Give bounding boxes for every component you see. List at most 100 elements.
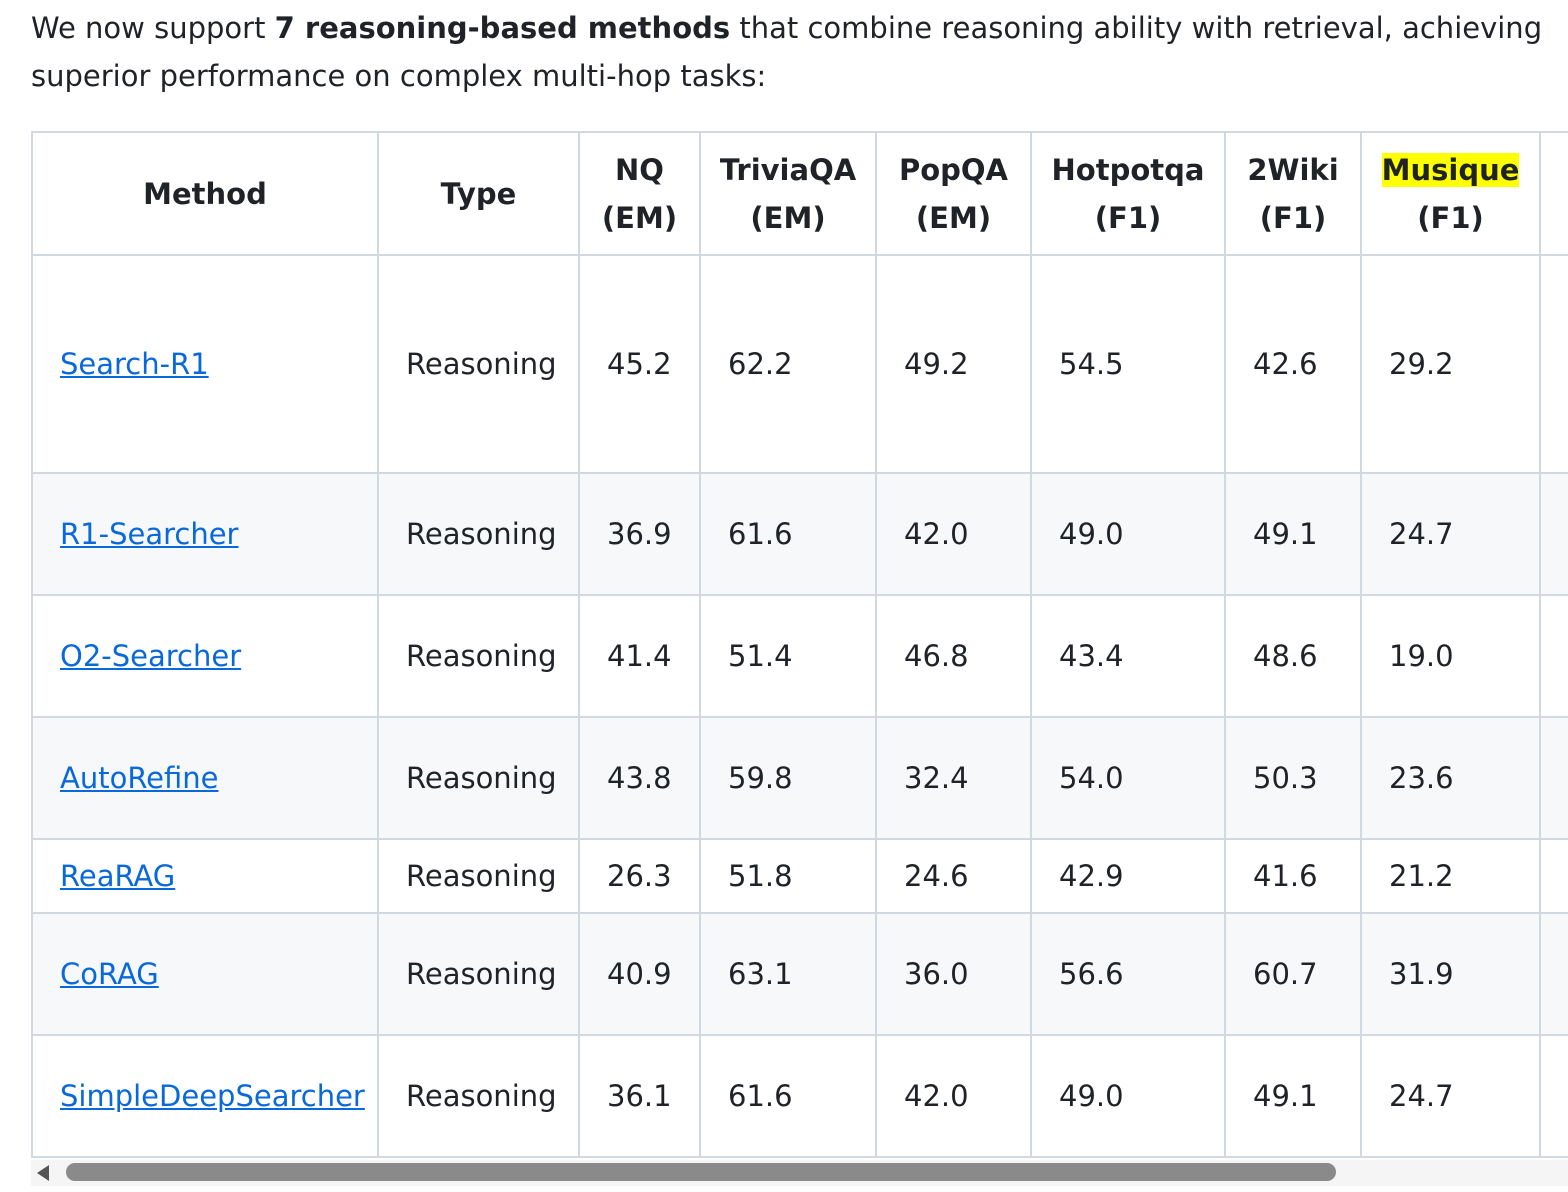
header-text: Hotpotqa	[1051, 152, 1205, 187]
cell-text: 26.3	[607, 859, 672, 893]
highlighted-header: Musique	[1381, 152, 1520, 187]
cell-text: 19.0	[1389, 639, 1454, 673]
cell-text: 42.0	[904, 1079, 969, 1113]
cell-text: 41.4	[607, 639, 672, 673]
cell-text: 60.7	[1253, 957, 1318, 991]
table-row: ReaRAG Reasoning 26.3 51.8 24.6 42.9 41.6 21.2	[31, 838, 1568, 914]
table-cell: 36.0	[875, 912, 1032, 1036]
header-cell: NQ (EM)	[578, 131, 701, 256]
table-cell: Reasoning	[377, 254, 580, 474]
cell-text: 36.9	[607, 517, 672, 551]
cell-text: 54.5	[1059, 347, 1124, 381]
cell-text: 43.4	[1059, 639, 1124, 673]
header-text: 2Wiki	[1247, 152, 1339, 187]
table-scroll: Method Type NQ (EM) TriviaQA (EM) PopQA (EM) Hot…	[31, 131, 1568, 1161]
cell-text: 61.6	[728, 517, 793, 551]
header-text: (EM)	[915, 200, 992, 235]
cell-text: 24.7	[1389, 1079, 1454, 1113]
cell-text: 31.9	[1389, 957, 1454, 991]
table-cell	[1539, 472, 1568, 596]
cell-text: 24.6	[904, 859, 969, 893]
table-cell	[1539, 716, 1568, 840]
cell-text: 51.8	[728, 859, 793, 893]
cell-text: 48.6	[1253, 639, 1318, 673]
header-cell: Hotpotqa (F1)	[1030, 131, 1226, 256]
scrollbar[interactable]	[31, 1160, 1568, 1186]
intro-bold: 7 reasoning-based methods	[274, 11, 731, 45]
table-cell: 62.2	[699, 254, 877, 474]
method-link[interactable]: R1-Searcher	[60, 517, 239, 551]
cell-text: 32.4	[904, 761, 969, 795]
cell-text: 42.9	[1059, 859, 1124, 893]
cell-text: 36.1	[607, 1079, 672, 1113]
cell-text: 23.6	[1389, 761, 1454, 795]
table-cell	[1539, 594, 1568, 718]
cell-text: 46.8	[904, 639, 969, 673]
table-cell: 42.6	[1224, 254, 1362, 474]
cell-text: 49.0	[1059, 1079, 1124, 1113]
cell-text: Reasoning	[406, 517, 557, 551]
header-cell: Type	[377, 131, 580, 256]
intro-text: We now support	[31, 11, 275, 45]
header-text: Method	[143, 176, 267, 211]
cell-text: 43.8	[607, 761, 672, 795]
method-link[interactable]: SimpleDeepSearcher	[60, 1079, 365, 1113]
header-cell	[1539, 131, 1568, 256]
method-link[interactable]: AutoRefine	[60, 761, 219, 795]
table-cell: Reasoning	[377, 594, 580, 718]
table-cell: Reasoning	[377, 838, 580, 914]
cell-text: 40.9	[607, 957, 672, 991]
header-text: (F1)	[1094, 200, 1162, 235]
table-cell: 41.6	[1224, 838, 1362, 914]
cell-text: 50.3	[1253, 761, 1318, 795]
method-link[interactable]: Search-R1	[60, 347, 209, 381]
cell-text: 49.0	[1059, 517, 1124, 551]
table-cell: 32.4	[875, 716, 1032, 840]
table-cell	[1539, 838, 1568, 914]
table-cell: 54.5	[1030, 254, 1226, 474]
table-row: SimpleDeepSearcher Reasoning 36.1 61.6 42.0 4…	[31, 1034, 1568, 1158]
table-row: R1-Searcher Reasoning 36.9 61.6 42.0 49.0 49.1…	[31, 472, 1568, 596]
method-link[interactable]: CoRAG	[60, 957, 159, 991]
table-cell: 24.7	[1360, 1034, 1541, 1158]
table-cell: 36.9	[578, 472, 701, 596]
cell-text: Reasoning	[406, 859, 557, 893]
table-cell: 42.0	[875, 1034, 1032, 1158]
table-cell: 49.1	[1224, 472, 1362, 596]
results-table: Method Type NQ (EM) TriviaQA (EM) PopQA (EM) Hot…	[31, 131, 1568, 1158]
cell-text: 42.0	[904, 517, 969, 551]
cell-text: 29.2	[1389, 347, 1454, 381]
cell-text: 24.7	[1389, 517, 1454, 551]
table-cell	[1539, 254, 1568, 474]
table-cell: 23.6	[1360, 716, 1541, 840]
table-cell: Search-R1	[31, 254, 379, 474]
table-cell: 42.0	[875, 472, 1032, 596]
cell-text: 36.0	[904, 957, 969, 991]
method-link[interactable]: O2-Searcher	[60, 639, 242, 673]
table-cell: 48.6	[1224, 594, 1362, 718]
table-cell: 63.1	[699, 912, 877, 1036]
table-cell: 49.0	[1030, 472, 1226, 596]
table-cell: CoRAG	[31, 912, 379, 1036]
table-cell: 49.2	[875, 254, 1032, 474]
cell-text: Reasoning	[406, 761, 557, 795]
table-cell: 21.2	[1360, 838, 1541, 914]
table-cell: 61.6	[699, 472, 877, 596]
table-cell: 51.4	[699, 594, 877, 718]
header-text: PopQA	[898, 152, 1009, 187]
cell-text: 41.6	[1253, 859, 1318, 893]
table-cell: Reasoning	[377, 716, 580, 840]
header-text: Type	[440, 176, 517, 211]
cell-text: Reasoning	[406, 639, 557, 673]
table-cell: 43.4	[1030, 594, 1226, 718]
table-cell: 36.1	[578, 1034, 701, 1158]
cell-text: Reasoning	[406, 957, 557, 991]
cell-text: 61.6	[728, 1079, 793, 1113]
header-cell: Musique (F1)	[1360, 131, 1541, 256]
table-cell: Reasoning	[377, 1034, 580, 1158]
cell-text: 45.2	[607, 347, 672, 381]
method-link[interactable]: ReaRAG	[60, 859, 176, 893]
cell-text: 51.4	[728, 639, 793, 673]
table-cell: 60.7	[1224, 912, 1362, 1036]
scrollbar-graphic	[37, 1163, 1336, 1181]
